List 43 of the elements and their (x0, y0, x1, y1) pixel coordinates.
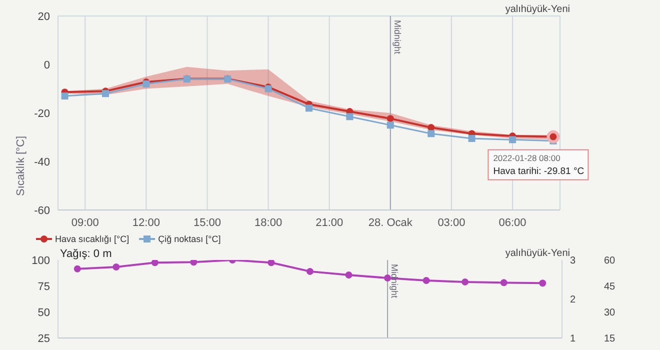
y3-tick-label: 30 (604, 308, 616, 319)
point (61, 92, 68, 100)
y2-tick-label: 1 (570, 334, 576, 345)
y-tick-label: 100 (32, 254, 50, 267)
x-tick-label: 09:00 (71, 216, 99, 229)
point (386, 122, 394, 129)
chart-title: yalıhüyük-Yeni (505, 4, 570, 15)
x-tick-label: 12:00 (132, 216, 160, 229)
y2-tick-label: 2 (570, 294, 576, 306)
chart-subtitle: Yağış: 0 m (60, 248, 112, 260)
y-axis-title: Sıcaklık [°C] (15, 136, 27, 196)
y-tick-label: 0 (44, 59, 50, 72)
point (428, 130, 435, 138)
annotation: Midnight (390, 264, 400, 299)
chart-title: yalıhüyük-Yeni (505, 248, 570, 259)
legend-label: Hava sıcaklığı [°C] (55, 234, 130, 244)
x-tick-label: 03:00 (438, 216, 466, 229)
point (346, 113, 354, 120)
y-tick-label: -20 (34, 108, 50, 120)
y3-tick-label: 60 (604, 256, 616, 267)
point (428, 124, 435, 132)
ref-line-label: Midnight (392, 20, 402, 55)
y3-tick-label: 15 (604, 334, 616, 345)
point (102, 90, 109, 98)
point (386, 115, 394, 122)
y-tick-label: 50 (38, 306, 50, 319)
y2-tick-label: 3 (570, 256, 576, 267)
y-tick-label: 75 (38, 280, 50, 293)
y-tick-label: -40 (34, 156, 50, 168)
point (468, 134, 476, 142)
x-tick-label: 18:00 (254, 216, 282, 229)
x-tick-label: 21:00 (316, 216, 344, 229)
x-tick-label: 06:00 (498, 216, 526, 229)
x-tick-label: 15:00 (193, 216, 222, 229)
point (509, 136, 516, 144)
y-tick-label: -60 (34, 204, 50, 217)
y3-tick-label: 45 (604, 282, 616, 293)
y-tick-label: 20 (38, 10, 50, 23)
x-tick-label: 28. Ocak (368, 216, 413, 229)
legend-label: Çiğ noktası [°C] (158, 234, 221, 244)
y-tick-label: 25 (38, 332, 50, 345)
point (306, 104, 312, 112)
annotation: 2022-01-28 08:00 Hava tarihi: -29.81 °C (493, 152, 584, 177)
